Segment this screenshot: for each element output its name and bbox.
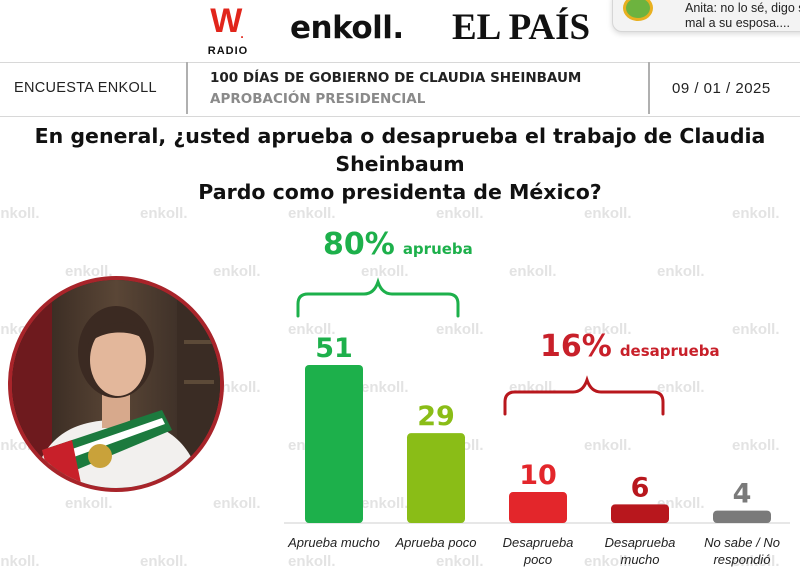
watermark-text: enkoll.	[361, 263, 409, 280]
category-label: Aprueba mucho	[287, 535, 380, 550]
watermark-text: enkoll.	[436, 553, 484, 570]
watermark-text: enkoll.	[140, 553, 188, 570]
w-radio-logo-text: RADIO	[207, 45, 249, 57]
bar-value-label: 29	[417, 401, 455, 432]
watermark-text: enkoll.	[213, 379, 261, 396]
watermark-text: enkoll.	[657, 263, 705, 280]
header-bottom-rule	[0, 116, 800, 117]
page-subtitle: APROBACIÓN PRESIDENCIAL	[210, 91, 426, 107]
header-divider-left	[186, 62, 188, 114]
question-line-2: Pardo como presidenta de México?	[198, 180, 602, 204]
watermark-text: enkoll.	[732, 205, 780, 222]
survey-question: En general, ¿usted aprueba o desaprueba …	[0, 122, 800, 206]
watermark-text: enkoll.	[584, 205, 632, 222]
notification-text: Anita: no lo sé, digo s mal a su esposa.…	[685, 1, 800, 31]
enkoll-logo: enkoll.	[290, 10, 404, 46]
approve-percent: 80%	[323, 227, 395, 262]
w-radio-logo-dot: .	[240, 27, 244, 41]
group-brackets	[296, 277, 665, 416]
watermark-text: enkoll.	[140, 205, 188, 222]
watermark-text: enkoll.	[436, 321, 484, 338]
notification-line-1: Anita: no lo sé, digo s	[685, 1, 800, 15]
contact-avatar-icon	[623, 0, 653, 21]
page-title: 100 DÍAS DE GOBIERNO DE CLAUDIA SHEINBAU…	[210, 70, 582, 86]
watermark-text: enkoll.	[436, 205, 484, 222]
w-radio-logo: W. RADIO	[202, 4, 254, 57]
watermark-text: enkoll.	[0, 553, 40, 570]
approve-word: aprueba	[403, 240, 473, 258]
portrait-illustration	[12, 280, 220, 488]
bars-group: 51 Aprueba mucho 29 Aprueba poco 10 Desaprueb…	[287, 333, 780, 567]
watermark-text: enkoll.	[509, 263, 557, 280]
bar-1	[305, 365, 363, 523]
bar-4	[611, 504, 669, 523]
watermark-text: enkoll.	[65, 263, 113, 280]
watermark-text: enkoll.	[732, 321, 780, 338]
watermark-text: enkoll.	[732, 437, 780, 454]
header-divider-right	[648, 62, 650, 114]
watermark-text: enkoll.	[0, 205, 40, 222]
category-label: Desaprueba mucho	[605, 535, 676, 567]
question-line-1: En general, ¿usted aprueba o desaprueba …	[34, 124, 766, 176]
survey-date: 09 / 01 / 2025	[672, 80, 771, 97]
watermark-text: enkoll.	[213, 495, 261, 512]
watermark-text: enkoll.	[584, 553, 632, 570]
watermark-text: enkoll.	[732, 553, 780, 570]
watermark-text: enkoll.	[657, 379, 705, 396]
watermark-text: enkoll.	[361, 495, 409, 512]
header-top-rule	[0, 62, 800, 63]
watermark-text: enkoll.	[361, 379, 409, 396]
w-radio-logo-letter: W	[210, 2, 243, 40]
watermark-text: enkoll.	[288, 321, 336, 338]
watermark-text: enkoll.	[213, 263, 261, 280]
watermark-text: enkoll.	[288, 553, 336, 570]
bar-5	[713, 510, 771, 523]
category-label: Aprueba poco	[395, 535, 477, 550]
bar-value-label: 4	[733, 479, 752, 510]
notification-line-2: mal a su esposa....	[685, 16, 790, 30]
bar-value-label: 51	[315, 333, 353, 364]
portrait-photo	[8, 276, 224, 492]
disapprove-word: desaprueba	[620, 342, 720, 360]
watermark-text: enkoll.	[288, 205, 336, 222]
category-label: Desaprueba poco	[503, 535, 574, 567]
watermark-text: enkoll.	[584, 321, 632, 338]
disapprove-group-label: 16% desaprueba	[540, 329, 720, 364]
el-pais-logo: EL PAÍS	[452, 7, 591, 48]
message-notification[interactable]: Anita: no lo sé, digo s mal a su esposa.…	[612, 0, 800, 32]
bar-2	[407, 433, 465, 523]
disapprove-percent: 16%	[540, 329, 612, 364]
watermark-text: enkoll.	[584, 437, 632, 454]
disapprove-bracket	[503, 375, 665, 416]
bar-value-label: 6	[631, 472, 650, 503]
watermark-text: enkoll.	[65, 495, 113, 512]
bar-3	[509, 492, 567, 523]
approve-group-label: 80% aprueba	[323, 227, 473, 262]
bar-value-label: 10	[519, 460, 557, 491]
category-label: No sabe / No respondió	[704, 535, 780, 567]
approve-bracket	[296, 277, 460, 318]
survey-label: ENCUESTA ENKOLL	[14, 80, 157, 96]
